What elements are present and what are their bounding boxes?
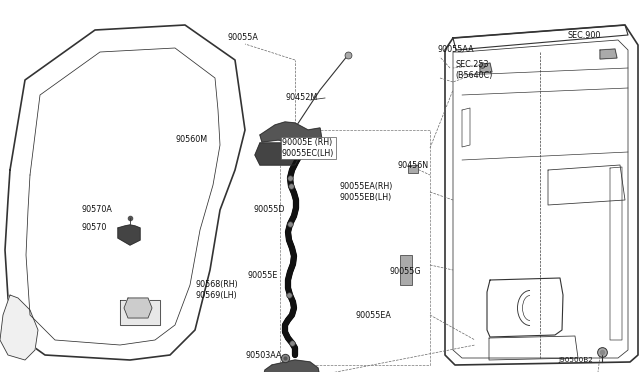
Polygon shape <box>600 49 617 59</box>
Polygon shape <box>480 63 492 73</box>
Text: 90005E (RH)
90055EC(LH): 90005E (RH) 90055EC(LH) <box>282 138 334 158</box>
Polygon shape <box>124 298 152 318</box>
Bar <box>408 165 418 173</box>
Text: 90055AA: 90055AA <box>438 45 475 55</box>
Text: 90452M: 90452M <box>285 93 317 103</box>
Text: SEC.900: SEC.900 <box>568 31 602 39</box>
Polygon shape <box>120 300 160 325</box>
Text: 90570A: 90570A <box>82 205 113 215</box>
Text: 90560M: 90560M <box>175 135 207 144</box>
Bar <box>280 130 430 365</box>
Text: 90456N: 90456N <box>398 160 429 170</box>
Text: 90570: 90570 <box>82 224 108 232</box>
Text: 90055EA: 90055EA <box>355 311 391 320</box>
Polygon shape <box>262 360 320 372</box>
Text: 90055D: 90055D <box>253 205 285 215</box>
Polygon shape <box>5 25 245 360</box>
Text: 90055A: 90055A <box>228 33 259 42</box>
Text: J90500B2: J90500B2 <box>558 357 593 363</box>
Bar <box>400 255 412 285</box>
Polygon shape <box>260 122 322 150</box>
Polygon shape <box>445 25 638 365</box>
Text: 90503AA: 90503AA <box>245 350 282 359</box>
Polygon shape <box>118 225 140 245</box>
Polygon shape <box>0 295 38 360</box>
Text: SEC.253
(B5640C): SEC.253 (B5640C) <box>455 60 492 80</box>
Text: 90055G: 90055G <box>390 267 422 276</box>
Text: 90568(RH)
90569(LH): 90568(RH) 90569(LH) <box>195 280 237 300</box>
Text: 90055EA(RH)
90055EB(LH): 90055EA(RH) 90055EB(LH) <box>340 182 394 202</box>
Polygon shape <box>255 143 300 165</box>
Text: 90055E: 90055E <box>248 270 278 279</box>
